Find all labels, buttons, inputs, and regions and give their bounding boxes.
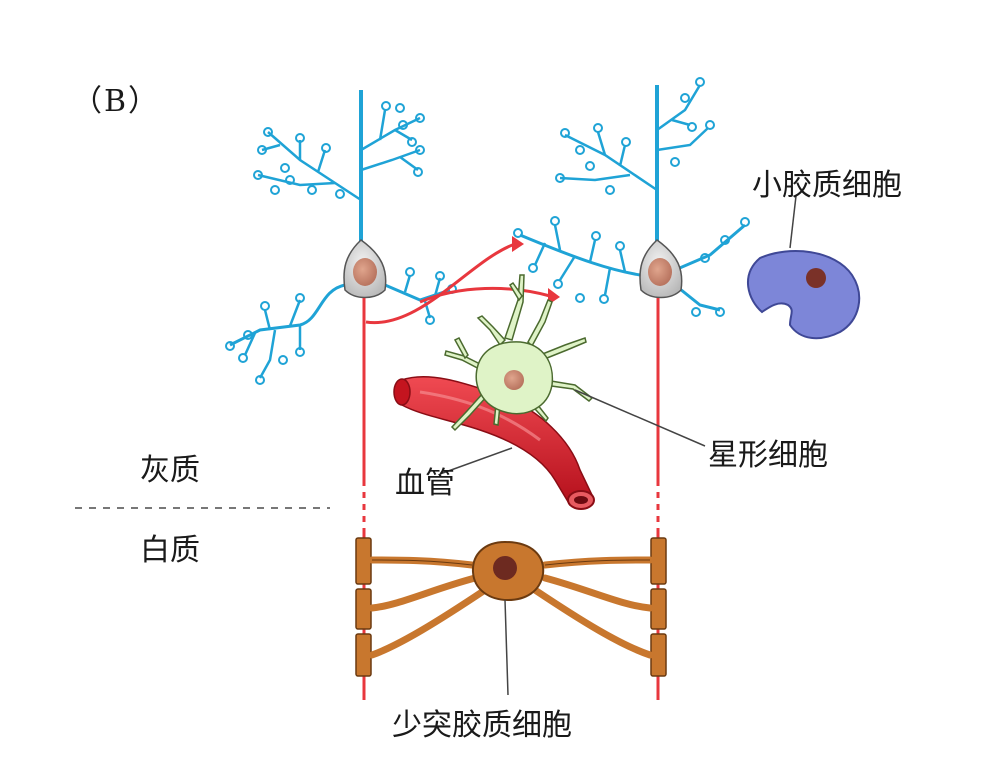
astrocyte-label: 星形细胞 [708,438,828,473]
blood-vessel [393,376,595,510]
microglia-label: 小胶质细胞 [752,168,902,203]
white-matter-label: 白质 [140,533,200,568]
oligodendrocyte [355,537,667,677]
panel-label: （B） [72,84,161,119]
right-neuron [513,77,750,700]
astrocyte [444,274,594,432]
gray-matter-label: 灰质 [140,453,200,488]
microglia [746,250,861,340]
leader-lines [439,195,797,696]
left-neuron [225,90,560,700]
blood-vessel-label: 血管 [395,466,455,501]
oligodendrocyte-label: 少突胶质细胞 [392,708,572,743]
